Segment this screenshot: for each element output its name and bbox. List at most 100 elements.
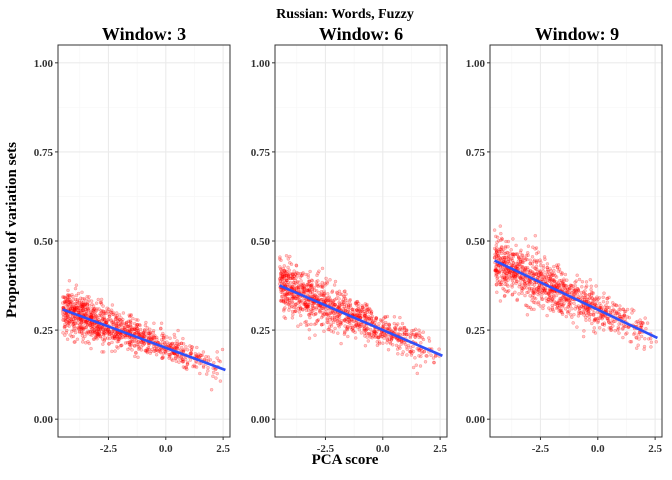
data-point (397, 328, 402, 332)
data-point (287, 305, 292, 310)
data-point (330, 310, 335, 315)
data-point (288, 261, 292, 265)
data-point (521, 287, 525, 291)
data-point (188, 358, 193, 362)
data-point (97, 332, 101, 336)
data-point (299, 283, 304, 288)
data-point (194, 360, 199, 364)
data-point (123, 327, 128, 332)
data-point (80, 327, 84, 332)
data-point (557, 301, 561, 305)
data-point (293, 278, 297, 283)
data-point (535, 259, 539, 264)
data-point (117, 337, 121, 342)
data-point (325, 311, 329, 316)
data-point (78, 322, 83, 327)
data-point (77, 299, 82, 303)
data-point (327, 308, 331, 312)
data-point (128, 340, 132, 345)
data-point (362, 327, 366, 331)
data-point (121, 325, 125, 330)
data-point (111, 329, 115, 333)
data-point (295, 296, 300, 301)
data-point (591, 329, 596, 334)
data-point (279, 276, 284, 280)
data-point (310, 282, 314, 287)
data-point (298, 275, 302, 280)
data-point (501, 268, 505, 272)
data-point (90, 302, 94, 307)
data-point (349, 317, 353, 322)
data-point (385, 338, 390, 342)
data-point (314, 289, 319, 293)
data-point (405, 347, 409, 351)
data-point (625, 331, 629, 335)
data-point (346, 305, 351, 310)
data-point (115, 323, 119, 328)
data-point (278, 257, 282, 261)
data-point (337, 325, 342, 329)
data-point (107, 332, 112, 337)
data-point (90, 315, 95, 319)
data-point (136, 340, 141, 344)
data-point (131, 327, 135, 332)
data-point (538, 270, 542, 274)
data-point (530, 255, 535, 259)
data-point (365, 302, 369, 307)
data-point (327, 325, 332, 329)
data-point (288, 254, 292, 259)
data-point (114, 334, 119, 338)
data-point (528, 258, 533, 262)
data-point (195, 353, 199, 357)
data-point (310, 286, 315, 291)
data-point (126, 328, 130, 333)
data-point (309, 283, 314, 288)
data-point (292, 274, 296, 279)
data-point (135, 331, 139, 335)
data-point (354, 301, 358, 306)
data-point (364, 308, 369, 312)
data-point (354, 313, 359, 318)
data-point (366, 314, 371, 319)
data-point (127, 313, 131, 317)
data-point (99, 319, 104, 323)
data-point (165, 335, 169, 339)
data-point (64, 299, 69, 303)
data-point (157, 348, 162, 352)
data-point (398, 327, 402, 331)
data-point (310, 304, 315, 309)
data-point (517, 262, 521, 266)
data-point (306, 301, 311, 305)
data-point (431, 356, 436, 360)
data-point (312, 312, 316, 317)
data-point (95, 332, 99, 337)
data-point (153, 333, 157, 338)
data-point (80, 340, 85, 344)
data-point (279, 274, 283, 279)
data-point (364, 331, 369, 336)
data-point (396, 352, 400, 356)
data-point (198, 353, 203, 358)
data-point (173, 341, 177, 346)
data-point (181, 342, 186, 346)
data-point (304, 285, 309, 289)
data-point (110, 320, 114, 325)
data-point (193, 351, 198, 356)
data-point (413, 327, 418, 332)
data-point (376, 335, 381, 339)
data-point (369, 318, 373, 322)
data-point (137, 333, 142, 337)
data-point (320, 297, 324, 302)
data-point (306, 308, 311, 313)
data-point (283, 296, 288, 300)
data-point (118, 336, 123, 340)
y-axis-label: Proportion of variation sets (4, 142, 20, 318)
data-point (119, 343, 123, 348)
data-point (284, 291, 288, 296)
data-point (111, 336, 115, 341)
data-point (351, 319, 355, 324)
data-point (317, 293, 321, 298)
data-point (129, 320, 133, 325)
data-point (305, 288, 309, 292)
data-point (77, 317, 81, 321)
